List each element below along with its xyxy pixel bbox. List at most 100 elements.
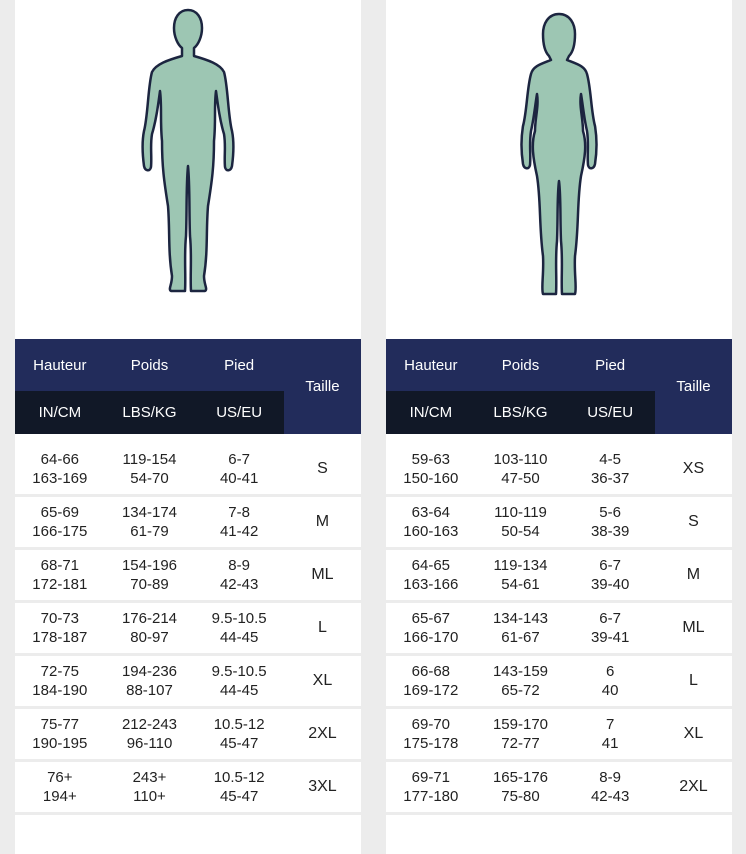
table-header: Hauteur Poids Pied IN/CM LBS/KG US/EU Ta… — [15, 339, 361, 434]
foot-cell: 7-8 41-42 — [194, 497, 284, 547]
weight-lbs: 165-176 — [492, 769, 549, 786]
foot-eu: 42-43 — [590, 788, 630, 805]
unit-weight: LBS/KG — [493, 404, 548, 421]
size-cell: XL — [683, 725, 704, 742]
weight-cell: 110-119 50-54 — [476, 497, 566, 547]
weight-cell: 154-196 70-89 — [105, 550, 195, 600]
foot-us: 8-9 — [599, 769, 621, 786]
weight-cell: 176-214 80-97 — [105, 603, 195, 653]
weight-kg: 47-50 — [501, 470, 540, 487]
weight-lbs: 103-110 — [493, 451, 548, 468]
weight-cell: 194-236 88-107 — [105, 656, 195, 706]
header-height: Hauteur — [404, 356, 458, 374]
table-row: 59-63 150-160 103-110 47-50 4-5 36-37 XS — [386, 444, 732, 497]
foot-us: 7-8 — [228, 504, 250, 521]
male-silhouette-icon — [128, 6, 248, 298]
height-cell: 68-71 172-181 — [15, 550, 105, 600]
weight-lbs: 159-170 — [492, 716, 549, 733]
foot-cell: 6-7 39-40 — [565, 550, 655, 600]
foot-cell: 7 41 — [565, 709, 655, 759]
header-foot: Pied — [224, 356, 255, 374]
size-cell: XL — [312, 672, 333, 689]
height-cm: 166-170 — [403, 629, 459, 646]
height-cm: 163-169 — [32, 470, 88, 487]
weight-cell: 243+ 110+ — [105, 762, 195, 812]
table-body: 59-63 150-160 103-110 47-50 4-5 36-37 XS 63… — [386, 434, 732, 815]
height-cell: 72-75 184-190 — [15, 656, 105, 706]
weight-kg: 70-89 — [130, 576, 169, 593]
size-cell: M — [315, 513, 330, 530]
table-row: 69-71 177-180 165-176 75-80 8-9 42-43 2XL — [386, 762, 732, 815]
size-cell: 2XL — [679, 778, 708, 795]
foot-us: 7 — [605, 716, 615, 733]
table-row: 70-73 178-187 176-214 80-97 9.5-10.5 44-45 … — [15, 603, 361, 656]
unit-weight: LBS/KG — [122, 404, 177, 421]
weight-lbs: 119-154 — [122, 451, 177, 468]
height-cell: 59-63 150-160 — [386, 444, 476, 494]
size-cell: 3XL — [308, 778, 337, 795]
height-cell: 69-70 175-178 — [386, 709, 476, 759]
weight-lbs: 176-214 — [121, 610, 178, 627]
weight-kg: 80-97 — [130, 629, 169, 646]
table-row: 66-68 169-172 143-159 65-72 6 40 L — [386, 656, 732, 709]
weight-kg: 61-67 — [501, 629, 540, 646]
foot-us: 4-5 — [599, 451, 621, 468]
height-cm: 169-172 — [403, 682, 459, 699]
foot-us: 6-7 — [599, 557, 621, 574]
foot-cell: 10.5-12 45-47 — [194, 709, 284, 759]
weight-lbs: 154-196 — [121, 557, 178, 574]
weight-kg: 88-107 — [126, 682, 173, 699]
table-row: 64-66 163-169 119-154 54-70 6-7 40-41 S — [15, 444, 361, 497]
height-in: 70-73 — [40, 610, 80, 627]
size-cell: XS — [682, 460, 705, 477]
header-foot: Pied — [595, 356, 626, 374]
foot-eu: 44-45 — [219, 629, 259, 646]
height-cm: 150-160 — [403, 470, 459, 487]
foot-us: 6-7 — [599, 610, 621, 627]
height-cell: 63-64 160-163 — [386, 497, 476, 547]
height-in: 75-77 — [40, 716, 80, 733]
foot-us: 9.5-10.5 — [211, 610, 267, 627]
height-in: 65-69 — [40, 504, 80, 521]
weight-cell: 134-174 61-79 — [105, 497, 195, 547]
weight-lbs: 134-143 — [492, 610, 549, 627]
size-cell: ML — [311, 566, 334, 583]
height-cm: 175-178 — [403, 735, 459, 752]
height-cm: 163-166 — [403, 576, 459, 593]
foot-us: 5-6 — [599, 504, 621, 521]
header-weight: Poids — [501, 356, 540, 374]
foot-eu: 40-41 — [219, 470, 259, 487]
weight-kg: 54-61 — [501, 576, 540, 593]
table-row: 68-71 172-181 154-196 70-89 8-9 42-43 ML — [15, 550, 361, 603]
weight-kg: 50-54 — [501, 523, 540, 540]
weight-lbs: 212-243 — [121, 716, 178, 733]
height-cell: 75-77 190-195 — [15, 709, 105, 759]
size-cell: L — [318, 619, 327, 636]
table-body: 64-66 163-169 119-154 54-70 6-7 40-41 S 65-… — [15, 434, 361, 815]
weight-cell: 159-170 72-77 — [476, 709, 566, 759]
table-row: 65-69 166-175 134-174 61-79 7-8 41-42 M — [15, 497, 361, 550]
weight-cell: 103-110 47-50 — [476, 444, 566, 494]
height-cell: 76+ 194+ — [15, 762, 105, 812]
height-cm: 194+ — [42, 788, 77, 805]
foot-cell: 6-7 39-41 — [565, 603, 655, 653]
foot-cell: 6-7 40-41 — [194, 444, 284, 494]
header-size: Taille — [676, 378, 711, 395]
size-cell: ML — [682, 619, 705, 636]
female-silhouette-icon — [499, 6, 619, 298]
foot-eu: 45-47 — [219, 788, 259, 805]
weight-cell: 143-159 65-72 — [476, 656, 566, 706]
height-cell: 69-71 177-180 — [386, 762, 476, 812]
height-in: 76+ — [47, 769, 73, 786]
foot-eu: 40 — [601, 682, 619, 699]
height-cm: 172-181 — [32, 576, 88, 593]
weight-kg: 65-72 — [501, 682, 540, 699]
table-row: 76+ 194+ 243+ 110+ 10.5-12 45-47 3XL — [15, 762, 361, 815]
height-in: 69-70 — [411, 716, 451, 733]
height-cell: 65-69 166-175 — [15, 497, 105, 547]
weight-cell: 165-176 75-80 — [476, 762, 566, 812]
unit-foot: US/EU — [216, 404, 263, 421]
foot-us: 8-9 — [228, 557, 250, 574]
weight-lbs: 134-174 — [121, 504, 178, 521]
height-cell: 66-68 169-172 — [386, 656, 476, 706]
